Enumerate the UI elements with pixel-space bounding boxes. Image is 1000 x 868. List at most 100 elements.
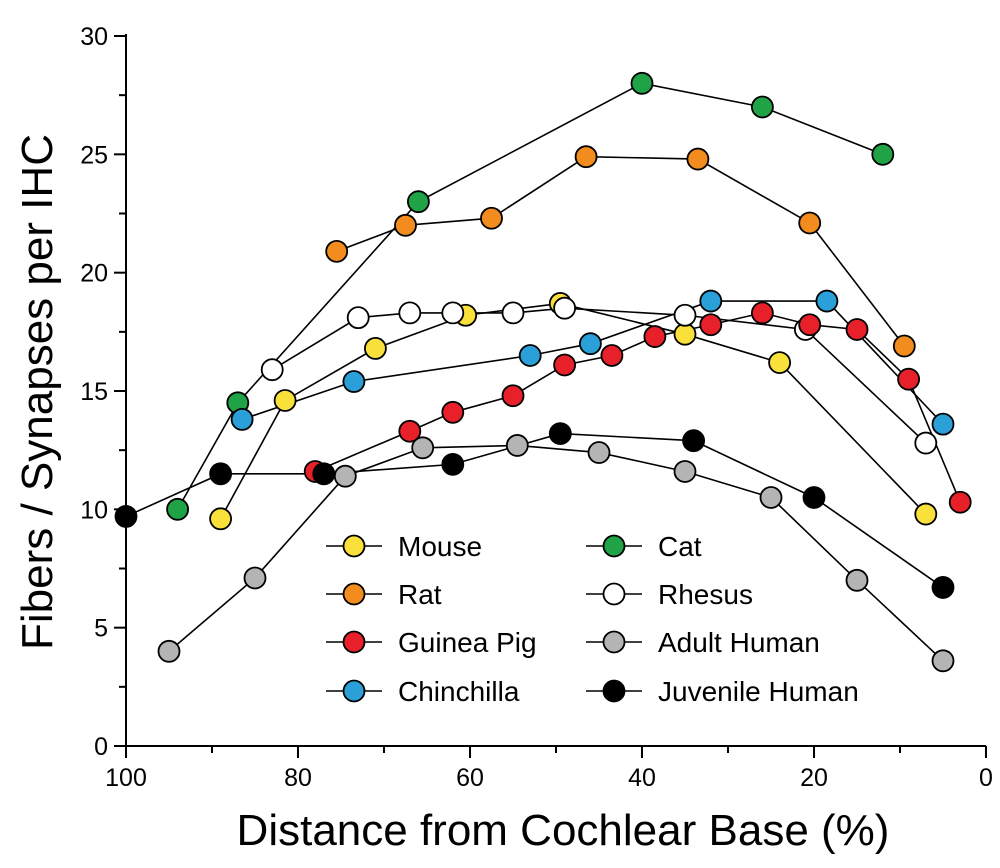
series-line-cat	[176, 82, 884, 510]
data-point-rhesus	[501, 301, 525, 325]
series-line-rhesus	[271, 307, 927, 444]
data-point-guinea-pig	[798, 313, 822, 337]
data-point-guinea-pig	[643, 325, 667, 348]
data-point-cat	[406, 190, 430, 214]
legend-marker	[602, 534, 626, 558]
data-point-guinea-pig	[501, 384, 525, 408]
legend-item-rhesus: Rhesus	[586, 579, 753, 610]
data-point-guinea-pig	[441, 400, 465, 424]
legend-label: Cat	[658, 531, 702, 562]
data-point-rat	[394, 213, 417, 237]
y-tick-label: 20	[80, 260, 108, 288]
data-point-cat	[871, 142, 895, 166]
y-tick-label: 10	[80, 496, 108, 524]
data-point-juvenile-human	[682, 429, 705, 453]
data-point-rhesus	[441, 301, 465, 325]
legend-item-guinea-pig: Guinea Pig	[326, 627, 537, 658]
y-tick-label: 0	[94, 733, 108, 761]
legend-label: Adult Human	[658, 627, 820, 658]
data-point-cat	[751, 95, 774, 119]
legend-item-adult-human: Adult Human	[586, 627, 820, 658]
legend-label: Mouse	[398, 531, 482, 562]
data-point-chinchilla	[815, 289, 839, 313]
data-point-adult-human	[587, 441, 611, 464]
data-point-rat	[686, 147, 710, 171]
legend-marker	[602, 630, 626, 654]
data-point-guinea-pig	[897, 367, 920, 391]
axes: 0 5 10 15 20 25 30 100 80 60 40 20 0	[80, 23, 993, 792]
data-point-rhesus	[673, 303, 697, 327]
data-point-guinea-pig	[553, 353, 576, 377]
x-axis-title: Distance from Cochlear Base (%)	[237, 806, 890, 855]
x-tick-label: 20	[800, 764, 828, 792]
series-layer	[114, 71, 972, 673]
legend-label: Juvenile Human	[658, 676, 859, 707]
y-tick-label: 25	[80, 141, 108, 169]
data-point-adult-human	[243, 566, 267, 590]
y-axis-title: Fibers / Synapses per IHC	[13, 134, 62, 650]
series-line-juvenile-human	[125, 432, 944, 589]
data-point-mouse	[273, 389, 297, 412]
data-point-adult-human	[333, 464, 357, 488]
legend-item-mouse: Mouse	[326, 531, 482, 562]
x-tick-label: 0	[979, 764, 993, 792]
legend-marker	[342, 582, 366, 606]
data-point-guinea-pig	[398, 419, 422, 443]
x-tick-label: 80	[284, 764, 312, 792]
legend-marker	[602, 679, 626, 703]
data-point-guinea-pig	[699, 313, 723, 337]
legend-label: Chinchilla	[398, 676, 520, 707]
data-point-adult-human	[845, 568, 869, 592]
legend-item-rat: Rat	[326, 579, 442, 610]
data-point-juvenile-human	[441, 452, 465, 476]
series-line-mouse	[219, 302, 927, 520]
data-point-adult-human	[411, 436, 435, 460]
y-tick-label: 5	[94, 615, 108, 643]
legend-item-cat: Cat	[586, 531, 702, 562]
data-point-rat	[798, 211, 822, 235]
data-point-guinea-pig	[751, 301, 774, 325]
x-tick-label: 40	[628, 764, 656, 792]
legend-label: Rhesus	[658, 579, 753, 610]
data-point-rat	[480, 206, 503, 230]
legend-label: Rat	[398, 579, 442, 610]
data-point-juvenile-human	[548, 422, 572, 446]
data-point-juvenile-human	[114, 505, 138, 528]
data-point-mouse	[914, 502, 938, 526]
data-point-juvenile-human	[209, 462, 233, 486]
series-line-guinea-pig	[314, 312, 961, 503]
data-point-adult-human	[505, 434, 529, 457]
data-point-juvenile-human	[931, 576, 955, 599]
data-point-chinchilla	[230, 407, 254, 431]
data-point-rat	[325, 239, 349, 263]
data-point-chinchilla	[342, 370, 366, 393]
y-tick-label: 30	[80, 23, 108, 51]
x-tick-label: 100	[105, 764, 147, 792]
data-point-guinea-pig	[845, 318, 869, 341]
legend-marker	[342, 534, 366, 558]
x-tick-label: 60	[456, 764, 484, 792]
data-point-guinea-pig	[600, 344, 624, 367]
data-point-cat	[630, 71, 654, 95]
data-point-rhesus	[346, 306, 370, 330]
y-tick-label: 15	[80, 378, 108, 406]
legend-marker	[602, 582, 626, 606]
data-point-rhesus	[553, 296, 576, 320]
data-point-mouse	[363, 336, 387, 360]
data-point-cat	[166, 497, 190, 521]
data-point-rhesus	[260, 358, 284, 382]
legend-label: Guinea Pig	[398, 627, 537, 658]
data-point-chinchilla	[931, 412, 955, 436]
data-point-rat	[892, 334, 916, 358]
legend-item-juvenile-human: Juvenile Human	[586, 676, 859, 707]
data-point-adult-human	[157, 639, 181, 663]
legend: Mouse Cat Rat Rhesus Guinea Pig Adult Human Ch…	[326, 531, 859, 707]
data-point-mouse	[673, 322, 697, 346]
data-point-juvenile-human	[802, 486, 826, 509]
series-markers	[114, 71, 972, 673]
data-point-rhesus	[398, 301, 422, 325]
legend-item-chinchilla: Chinchilla	[326, 676, 520, 707]
data-point-adult-human	[673, 460, 697, 483]
data-point-mouse	[768, 351, 791, 375]
